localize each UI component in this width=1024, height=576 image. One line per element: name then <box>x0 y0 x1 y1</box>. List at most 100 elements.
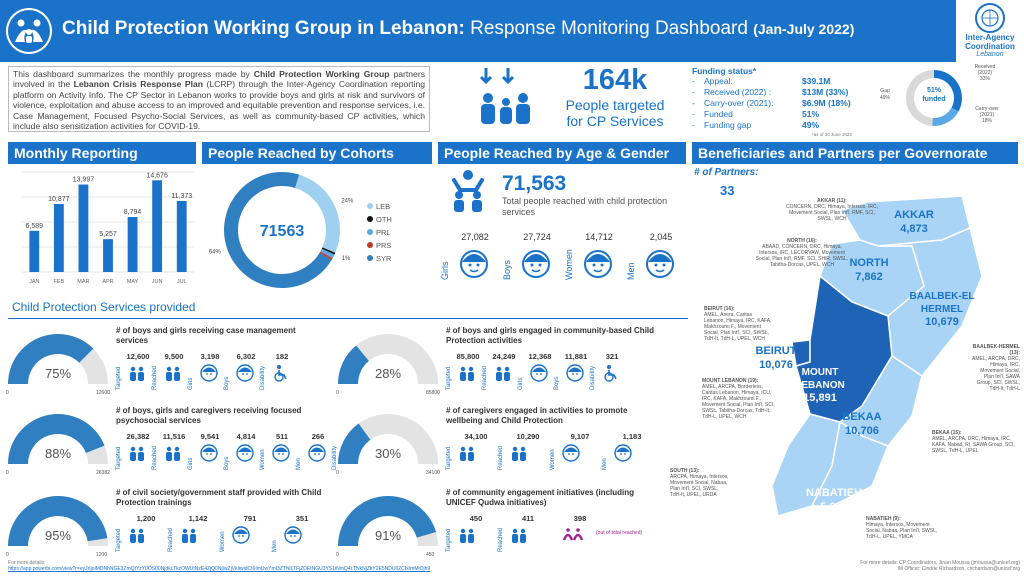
monthly-bar-label: 13,997 <box>73 177 95 184</box>
intro-t3: (LCRP) through the Inter-Agency Coordina… <box>13 79 426 132</box>
boy-icon <box>566 364 584 382</box>
age-group-value: 27,082 <box>461 232 489 242</box>
service-gauge: 28% <box>334 328 442 390</box>
note-north: NORTH (16): ABAAD, CONCERN, DRC, Himaya, … <box>752 238 852 268</box>
cohorts-chart: 71563 24% 1% 64% LEB OTH PRL PRS SYR <box>208 166 432 296</box>
gauge-max: 34100 <box>426 470 440 476</box>
reached-people-icon <box>446 168 496 216</box>
services-divider <box>8 318 688 319</box>
stat-value: 4,814 <box>236 432 256 441</box>
service-stats: 1,200 Targeted 1,142 Reached 791 Women 351 Men <box>116 514 336 554</box>
service-stats: 85,800 Targeted 24,249 Reached 12,368 Girls 11… <box>446 352 666 392</box>
legend-label: PRL <box>376 228 391 237</box>
intro-b2: Lebanon Crisis Response Plan <box>73 79 203 90</box>
stat-cell: 9,107 Women <box>550 432 602 472</box>
age-gender-total: 71,563 Total people reached with child p… <box>502 172 682 218</box>
funding-row: - Funded 51% <box>692 109 892 120</box>
gauge-max: 1200 <box>96 552 108 558</box>
service-gauge: 91% <box>334 490 442 552</box>
title-rest: Response Monitoring Dashboard <box>464 18 754 39</box>
stat-cell: 1,142 Reached <box>168 514 220 554</box>
stat-cell: 85,800 Targeted <box>446 352 482 392</box>
funding-row: - Appeal: $39.1M <box>692 76 892 87</box>
stat-label: Girls <box>518 377 524 390</box>
legend-label: PRS <box>376 241 391 250</box>
gauge-pct: 95% <box>45 528 71 543</box>
service-card: 28% 0 85800 # of boys and girls engaged in … <box>330 320 670 400</box>
stat-value: 321 <box>605 352 619 361</box>
stat-label: Women <box>550 449 556 470</box>
legend-label: OTH <box>376 215 392 224</box>
monthly-category-label: MAY <box>127 279 139 285</box>
region-bekaa: BEKAA 10,706 <box>832 410 892 438</box>
targeted-group-icon <box>458 364 476 382</box>
service-card: 75% 0 12600 # of boys and girls receiving c… <box>0 320 340 400</box>
cohort-pct-label: 1% <box>342 256 351 262</box>
carry-l2: (2021) <box>979 112 995 118</box>
age-group-label: Girls <box>440 261 450 281</box>
service-stats: 12,600 Targeted 9,500 Reached 3,198 Girls 6,30… <box>116 352 336 392</box>
monthly-bar <box>176 200 187 272</box>
gap-pct: 49% <box>880 95 891 101</box>
stat-label: Reached <box>482 365 488 390</box>
legend-swatch <box>367 242 373 248</box>
gap-slice <box>906 70 934 126</box>
cohort-slice-oth <box>321 247 336 255</box>
region-beirut-name: BEIRUT <box>755 345 797 357</box>
monthly-bar-label: 11,373 <box>171 193 192 200</box>
cohort-pct-label: 64% <box>209 249 222 255</box>
targeted-group-icon <box>458 526 476 544</box>
age-group-label: Women <box>564 249 574 280</box>
region-north-name: NORTH <box>849 257 889 269</box>
age-group-value: 14,712 <box>585 232 613 242</box>
service-gauge: 75% <box>4 328 112 390</box>
stat-value: 791 <box>243 514 257 523</box>
monthly-bar <box>29 230 40 272</box>
qudwa-icon <box>562 526 584 544</box>
received-pct: 33% <box>979 76 990 82</box>
gauge-min: 0 <box>336 470 339 476</box>
stat-cell: 351 Men <box>272 514 324 554</box>
gauge-max: 12600 <box>96 390 110 396</box>
monthly-bar <box>53 204 64 272</box>
stat-value: 3,198 <box>200 352 220 361</box>
region-bekaa-name: BEKAA <box>842 411 882 423</box>
monthly-category-label: JUL <box>177 279 187 285</box>
girl-icon <box>200 364 218 382</box>
reached-group-icon <box>180 526 198 544</box>
note-north-text: ABAAD, CONCERN, DRC, Himaya, Intersos, I… <box>755 244 849 268</box>
region-akkar-name: AKKAR <box>894 209 934 221</box>
monthly-category-label: JAN <box>29 279 39 285</box>
targeted-group-icon <box>128 444 146 462</box>
stat-label: Targeted <box>116 446 122 470</box>
footer-link[interactable]: https://app.powerbi.com/view?r=eyJrIjoiM… <box>8 566 431 572</box>
stat-label: Women <box>260 449 266 470</box>
footer-right: For more details: CP Coordinators, Jinan… <box>820 560 1020 572</box>
note-baalbek: BAALBEK-HERMEL (13): AMEL, ARCPA, DRC, Hi… <box>972 344 1020 392</box>
cohort-slice-prl <box>320 248 335 259</box>
note-akkar-text: CONCERN, DRC, Himaya, Intersos, IRC, Mov… <box>786 204 878 222</box>
stat-value: 6,302 <box>236 352 256 361</box>
iac-line3: Lebanon <box>976 51 1004 58</box>
stat-label: Reached <box>152 365 158 390</box>
stat-cell: 266 Men <box>296 432 332 472</box>
region-north-value: 7,862 <box>855 271 883 283</box>
funding-donut: 51% funded <box>898 62 970 134</box>
stat-label: Reached <box>152 445 158 470</box>
monthly-category-label: APR <box>102 279 113 285</box>
funding-row-label: Received (2022) : <box>704 87 772 97</box>
funding-row-label: Funded <box>704 109 733 119</box>
section-monthly: Monthly Reporting <box>8 142 196 164</box>
monthly-category-label: FEB <box>54 279 65 285</box>
targeted-people-icon <box>476 64 536 130</box>
age-group-boys: 27,724 Boys <box>502 232 562 296</box>
legend-label: SYR <box>376 254 392 263</box>
note-nabatieh-text: Himaya, Intersos, Movement Social, Nabaa… <box>866 522 938 540</box>
reached-group-icon <box>164 364 182 382</box>
stat-cell: 4,814 Boys <box>224 432 260 472</box>
gauge-pct: 88% <box>45 446 71 461</box>
man-icon <box>614 444 632 462</box>
gauge-min: 0 <box>336 390 339 396</box>
girls-face-icon <box>458 248 490 280</box>
service-stats: 26,382 Targeted 11,516 Reached 9,541 Girls 4,8… <box>116 432 359 472</box>
